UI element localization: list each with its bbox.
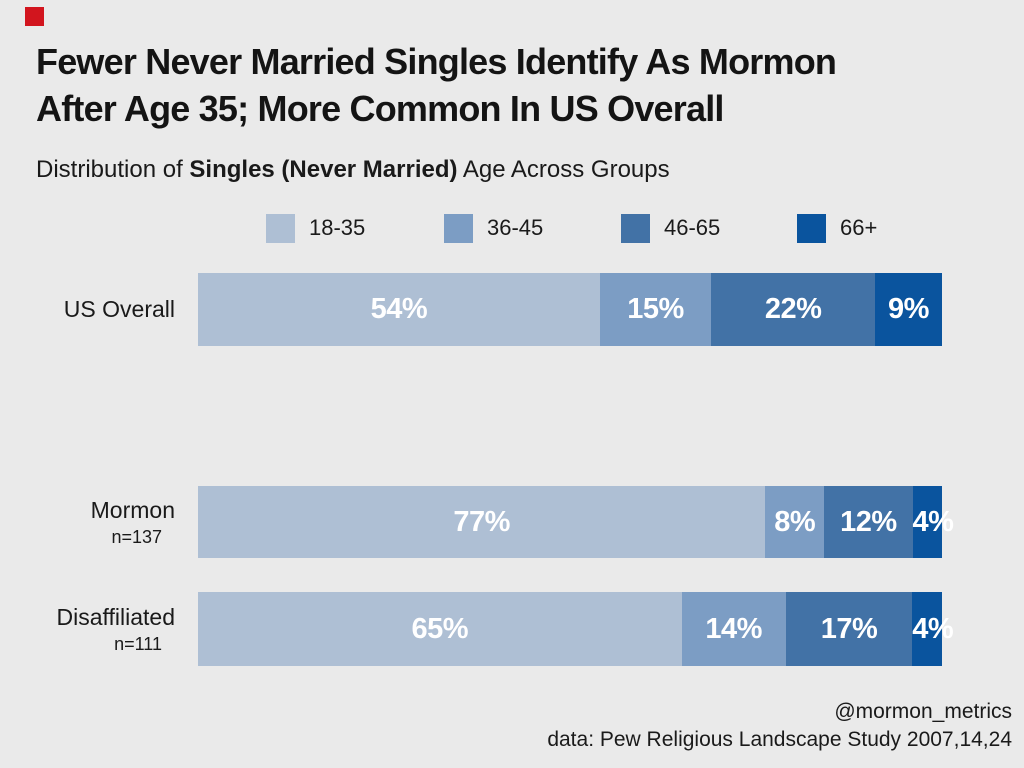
attribution-source: data: Pew Religious Landscape Study 2007…: [547, 728, 1012, 751]
chart-subtitle: Distribution of Singles (Never Married) …: [36, 156, 670, 184]
legend-swatch: [266, 213, 295, 243]
bar-value-label: 4%: [912, 612, 954, 645]
accent-square: [25, 7, 44, 26]
row-label: Disaffiliated: [56, 603, 175, 630]
bar-value-label: 4%: [912, 505, 954, 538]
row-label: Mormon: [90, 496, 175, 523]
bar-row: Disaffiliated n=111 65% 14% 17% 4%: [0, 592, 1024, 666]
legend-item: 18-35: [266, 213, 365, 243]
subtitle-suffix: Age Across Groups: [457, 156, 670, 183]
bar-value-label: 12%: [840, 505, 897, 538]
bar-segment: 15%: [599, 273, 712, 346]
bar-segment: 8%: [765, 486, 825, 558]
bar-segment: 4%: [912, 592, 954, 666]
legend-swatch: [444, 213, 473, 243]
subtitle-prefix: Distribution of: [36, 156, 190, 183]
bar-segment: 9%: [875, 273, 942, 346]
bar-value-label: 15%: [627, 293, 684, 325]
legend-label: 66+: [840, 215, 878, 240]
bar-segment: 12%: [824, 486, 913, 558]
bar-row: US Overall 54% 15% 22% 9%: [0, 273, 1024, 346]
bar-row: Mormon n=137 77% 8% 12% 4%: [0, 486, 1024, 558]
bar-segment: 54%: [198, 273, 600, 346]
row-sublabel: n=137: [111, 526, 162, 547]
legend-label: 18-35: [309, 215, 366, 240]
legend: 18-35 36-45 46-65 66+: [0, 213, 1024, 245]
bar-segment: 4%: [912, 486, 954, 558]
stacked-bar: 65% 14% 17% 4%: [198, 592, 954, 666]
bar-value-label: 17%: [820, 612, 878, 645]
row-label-group: Mormon n=137: [0, 486, 178, 558]
legend-item: 36-45: [444, 213, 543, 243]
chart-title-line1: Fewer Never Married Singles Identify As …: [36, 41, 837, 82]
bar-value-label: 8%: [774, 505, 816, 538]
bar-value-label: 77%: [453, 505, 510, 538]
row-label: US Overall: [63, 296, 175, 322]
chart-title: Fewer Never Married Singles Identify As …: [36, 38, 996, 132]
legend-item: 66+: [797, 213, 877, 243]
chart-title-line2: After Age 35; More Common In US Overall: [36, 88, 724, 129]
legend-label: 46-65: [664, 215, 721, 240]
legend-swatch: [797, 213, 826, 243]
bar-segment: 14%: [681, 592, 786, 666]
row-label-group: US Overall: [0, 273, 178, 346]
stacked-bar: 77% 8% 12% 4%: [198, 486, 954, 558]
stacked-bar: 54% 15% 22% 9%: [198, 273, 942, 346]
attribution: @mormon_metrics data: Pew Religious Land…: [547, 698, 1012, 754]
bar-segment: 77%: [198, 486, 766, 558]
bar-value-label: 22%: [764, 293, 822, 325]
subtitle-emphasis: Singles (Never Married): [189, 156, 458, 183]
row-label-group: Disaffiliated n=111: [0, 592, 178, 666]
attribution-handle: @mormon_metrics: [834, 700, 1012, 723]
bar-segment: 22%: [711, 273, 876, 346]
bar-segment: 65%: [198, 592, 682, 666]
bar-value-label: 14%: [705, 612, 762, 645]
bar-value-label: 9%: [888, 293, 929, 325]
bar-segment: 17%: [785, 592, 913, 666]
row-sublabel: n=111: [114, 633, 162, 654]
legend-item: 46-65: [621, 213, 720, 243]
bar-value-label: 65%: [411, 612, 469, 645]
legend-swatch: [621, 213, 650, 243]
bar-value-label: 54%: [370, 293, 428, 325]
legend-label: 36-45: [487, 215, 544, 240]
